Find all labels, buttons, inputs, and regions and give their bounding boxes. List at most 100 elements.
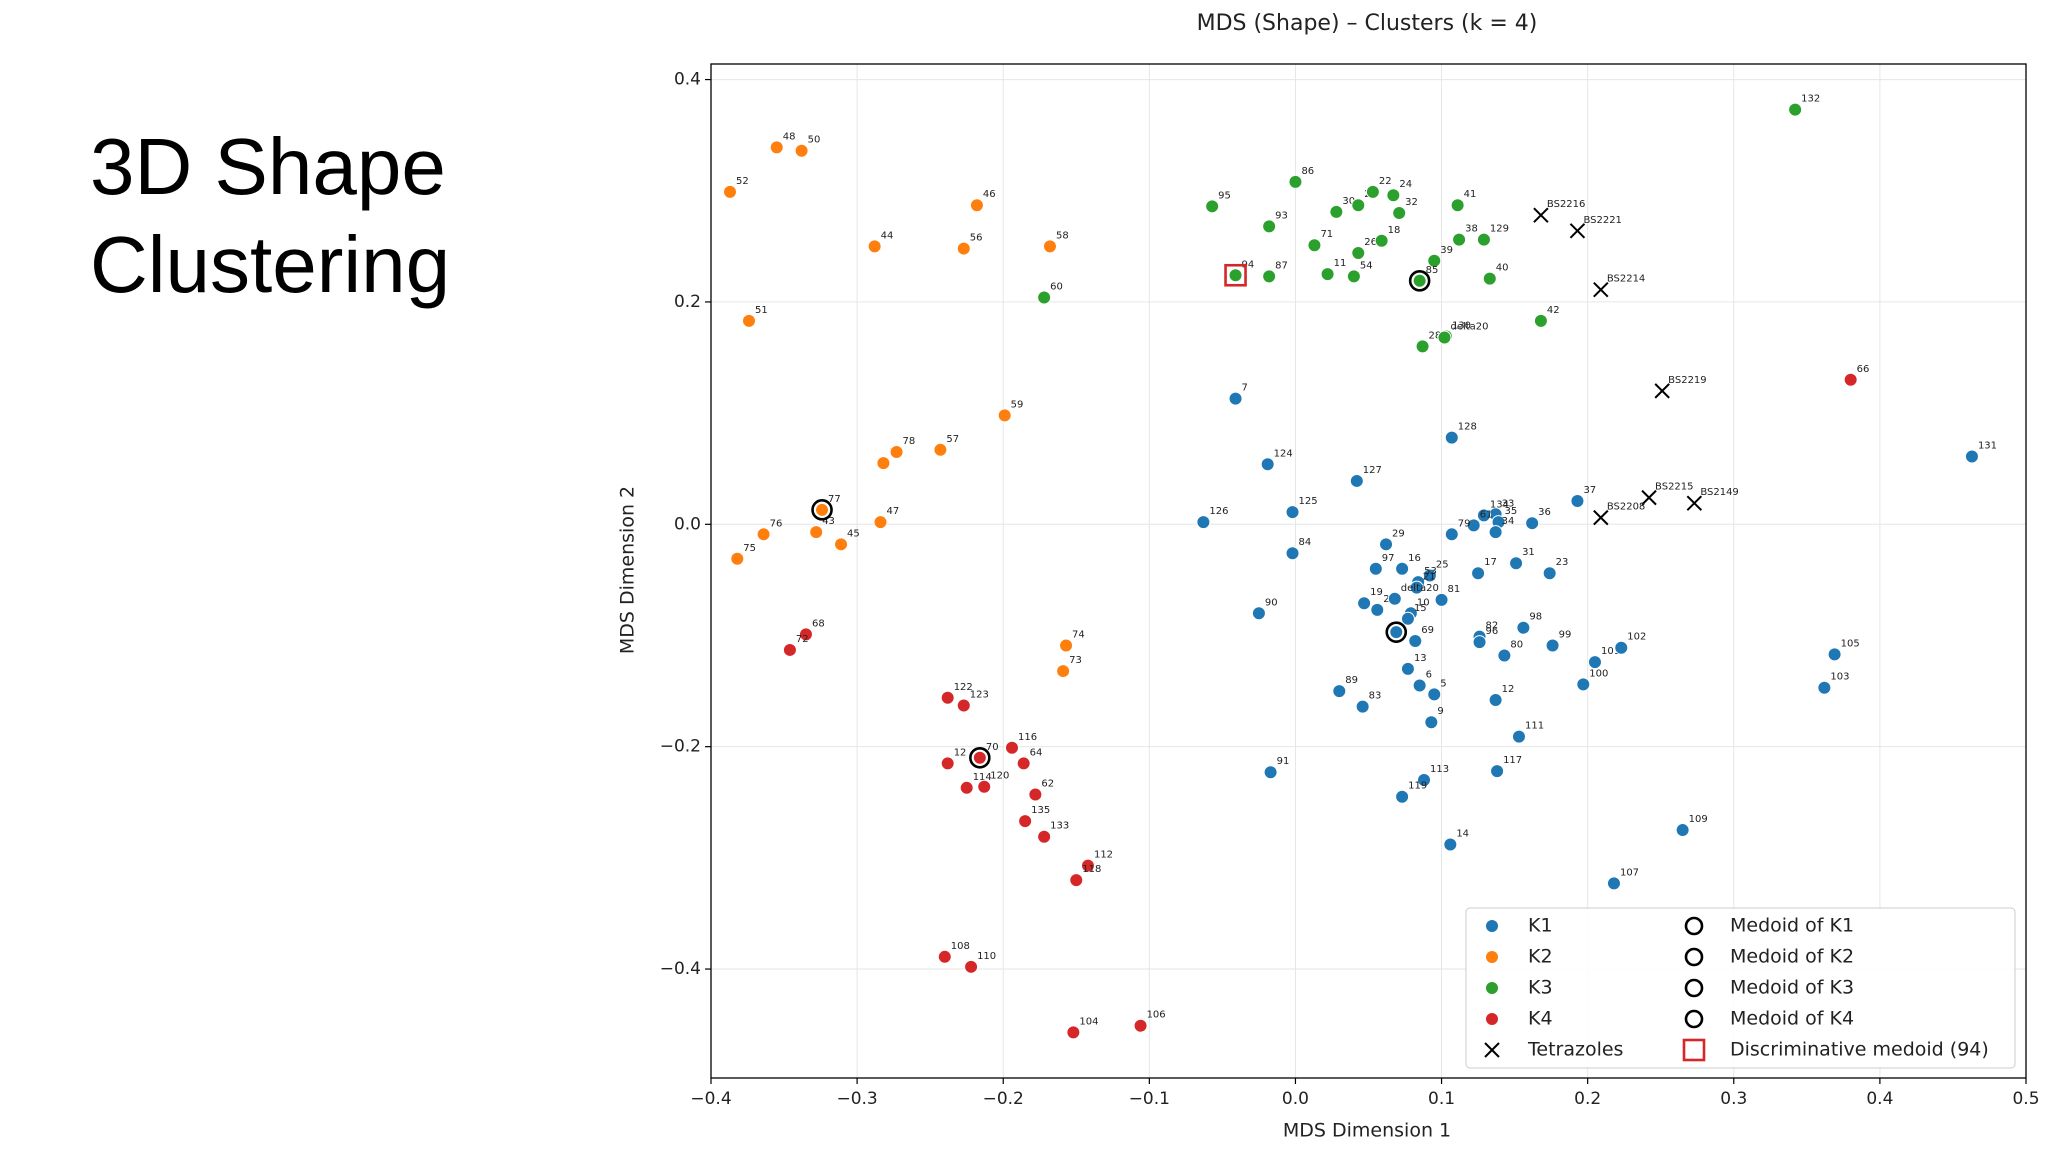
legend-marker	[1682, 1038, 1706, 1062]
point-label: BS2221	[1583, 215, 1621, 226]
point-label: 5	[1440, 678, 1446, 689]
point-label: 95	[1218, 190, 1231, 201]
point-label: 80	[1510, 640, 1523, 651]
point	[1365, 184, 1380, 199]
point-label: 78	[903, 436, 916, 447]
point	[1545, 638, 1560, 653]
point-label: 113	[1430, 764, 1449, 775]
point-label: 105	[1841, 638, 1860, 649]
plot-frame	[710, 63, 2027, 1079]
point-label: 123	[970, 690, 989, 701]
point	[1415, 339, 1430, 354]
point-label: 108	[951, 941, 970, 952]
point	[1016, 756, 1031, 771]
point	[1511, 729, 1526, 744]
point	[1417, 773, 1432, 788]
legend-label: Medoid of K1	[1730, 915, 1854, 937]
point-label: 36	[1538, 507, 1551, 518]
point-label: 83	[1369, 691, 1382, 702]
point	[1059, 638, 1074, 653]
point-label: 19	[1370, 587, 1383, 598]
point	[1827, 647, 1842, 662]
point	[977, 779, 992, 794]
point-label: 9	[1437, 706, 1443, 717]
point	[1424, 715, 1439, 730]
point	[1346, 269, 1361, 284]
tetrazole-marker	[1641, 489, 1657, 506]
point	[1452, 232, 1467, 247]
point	[1228, 391, 1243, 406]
point-label: 132	[1801, 94, 1820, 105]
point-label: BS2216	[1547, 199, 1585, 210]
point-label: 12	[954, 747, 967, 758]
point-label: 16	[1408, 553, 1421, 564]
point-label: 10	[1417, 597, 1430, 608]
point-label: 32	[1405, 197, 1418, 208]
point	[1004, 740, 1019, 755]
point	[1471, 566, 1486, 581]
point-label: 124	[1274, 448, 1293, 459]
tetrazole-marker	[1654, 383, 1670, 399]
legend-label: Tetrazoles	[1527, 1039, 1623, 1061]
point	[1228, 268, 1243, 283]
y-tick-label: 0.0	[674, 514, 701, 534]
point	[798, 627, 813, 642]
point-label: 69	[1421, 625, 1434, 636]
point-label: 18	[1388, 225, 1401, 236]
point-label: 89	[1345, 675, 1358, 686]
point	[1497, 648, 1512, 663]
point	[1332, 684, 1347, 699]
x-tick-label: 0.3	[1720, 1089, 1747, 1109]
point-label: 79	[1458, 518, 1471, 529]
point	[1476, 232, 1491, 247]
point	[1542, 566, 1557, 581]
point	[1370, 602, 1385, 617]
point-label: BS2208	[1607, 502, 1645, 513]
point	[1251, 606, 1266, 621]
point	[969, 198, 984, 213]
point	[1788, 102, 1803, 117]
point	[937, 949, 952, 964]
point-label: 104	[1079, 1016, 1098, 1027]
point-label: 129	[1490, 224, 1509, 235]
point	[1525, 516, 1540, 531]
point	[1288, 174, 1303, 189]
point-label: 53	[1424, 566, 1437, 577]
point	[1260, 457, 1275, 472]
point-label: 61	[1480, 509, 1493, 520]
point-label: 48	[783, 131, 796, 142]
point	[873, 515, 888, 530]
point	[741, 313, 756, 328]
point-label: 70	[986, 742, 999, 753]
point	[1205, 199, 1220, 214]
tetrazole-marker	[1533, 207, 1549, 223]
point-label: 31	[1522, 547, 1535, 558]
point	[1066, 1025, 1081, 1040]
point	[1374, 233, 1389, 248]
point-label: 112	[1094, 850, 1113, 861]
point-label: 11	[1334, 258, 1347, 269]
x-tick-label: −0.1	[1129, 1089, 1170, 1109]
point-label: 40	[1496, 263, 1509, 274]
y-tick-label: 0.4	[674, 70, 701, 90]
point-label: 34	[1502, 516, 1515, 527]
point-label: 74	[1072, 629, 1085, 640]
point	[1018, 814, 1033, 829]
point-label: 66	[1857, 364, 1870, 375]
point-label: 17	[1484, 557, 1497, 568]
point-label: 47	[886, 506, 899, 517]
point	[1262, 219, 1277, 234]
point-label: 135	[1031, 805, 1050, 816]
point-label: 73	[1069, 655, 1082, 666]
point-label: 111	[1525, 721, 1544, 732]
point	[1355, 699, 1370, 714]
point	[933, 442, 948, 457]
point-label: 107	[1620, 867, 1639, 878]
point-label: 23	[1556, 557, 1569, 568]
point-label: delta20	[1450, 322, 1488, 333]
point	[756, 527, 771, 542]
point	[1516, 620, 1531, 635]
point	[1427, 687, 1442, 702]
y-axis-label: MDS Dimension 2	[617, 486, 639, 654]
point	[1351, 198, 1366, 213]
